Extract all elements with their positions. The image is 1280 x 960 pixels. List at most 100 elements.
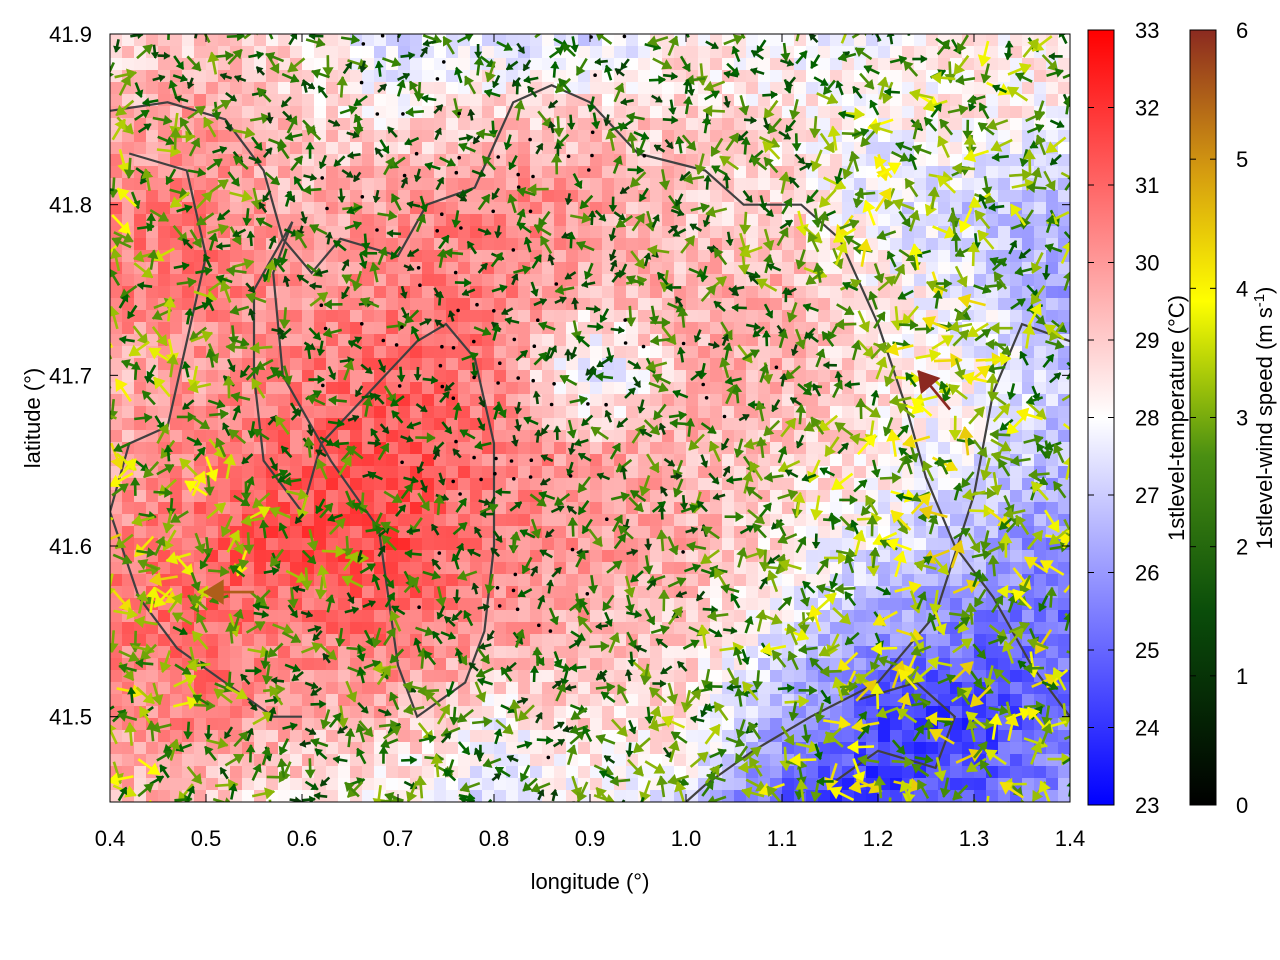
temperature-cell bbox=[770, 46, 783, 59]
temperature-cell bbox=[878, 502, 891, 515]
temperature-cell bbox=[650, 166, 663, 179]
temperature-cell bbox=[218, 706, 231, 719]
temperature-cell bbox=[974, 262, 987, 275]
temperature-cell bbox=[194, 514, 207, 527]
temperature-cell bbox=[230, 418, 243, 431]
temperature-cell bbox=[902, 166, 915, 179]
temperature-cell bbox=[830, 454, 843, 467]
temperature-cell bbox=[1046, 274, 1059, 287]
temperature-cell bbox=[122, 370, 135, 383]
temperature-cell bbox=[734, 454, 747, 467]
temperature-cell bbox=[470, 202, 483, 215]
temperature-cell bbox=[314, 238, 327, 251]
temperature-cell bbox=[974, 346, 987, 359]
temperature-cell bbox=[146, 286, 159, 299]
temperature-cell bbox=[842, 706, 855, 719]
temperature-cell bbox=[494, 514, 507, 527]
temperature-cell bbox=[506, 610, 519, 623]
temperature-cell bbox=[362, 334, 375, 347]
temperature-cell bbox=[830, 46, 843, 59]
temperature-cell bbox=[722, 310, 735, 323]
temperature-cell bbox=[650, 178, 663, 191]
temperature-cell bbox=[374, 202, 387, 215]
temperature-cell bbox=[1046, 190, 1059, 203]
temperature-cell bbox=[458, 730, 471, 743]
temperature-cell bbox=[302, 454, 315, 467]
temperature-cell bbox=[350, 190, 363, 203]
temperature-cell bbox=[326, 274, 339, 287]
temperature-cell bbox=[554, 178, 567, 191]
temperature-cell bbox=[374, 178, 387, 191]
temperature-cell bbox=[110, 202, 123, 215]
temperature-cell bbox=[146, 670, 159, 683]
temperature-cell bbox=[842, 754, 855, 767]
temperature-cell bbox=[410, 118, 423, 131]
temperature-cell bbox=[242, 58, 255, 71]
temperature-cell bbox=[590, 718, 603, 731]
temperature-cell bbox=[686, 298, 699, 311]
temperature-cell bbox=[974, 310, 987, 323]
temperature-cell bbox=[410, 178, 423, 191]
temperature-cell bbox=[434, 142, 447, 155]
temperature-cell bbox=[314, 178, 327, 191]
temperature-cell bbox=[698, 142, 711, 155]
temperature-cell bbox=[362, 202, 375, 215]
temperature-cell bbox=[158, 58, 171, 71]
temperature-cell bbox=[326, 382, 339, 395]
temperature-cell bbox=[230, 574, 243, 587]
temperature-cell bbox=[806, 370, 819, 383]
temperature-cell bbox=[230, 766, 243, 779]
temperature-cell bbox=[110, 670, 123, 683]
temperature-cell bbox=[602, 94, 615, 107]
temperature-cell bbox=[278, 610, 291, 623]
temperature-cell bbox=[134, 730, 147, 743]
temperature-cell bbox=[1010, 58, 1023, 71]
temperature-cell bbox=[926, 226, 939, 239]
temperature-cell bbox=[470, 106, 483, 119]
temperature-cell bbox=[758, 346, 771, 359]
temperature-cell bbox=[770, 694, 783, 707]
temperature-cell bbox=[386, 142, 399, 155]
temperature-cell bbox=[1046, 118, 1059, 131]
temperature-cell bbox=[278, 166, 291, 179]
temperature-cell bbox=[422, 238, 435, 251]
temperature-cell bbox=[806, 670, 819, 683]
temperature-cell bbox=[506, 286, 519, 299]
temperature-cell bbox=[470, 406, 483, 419]
temperature-cell bbox=[1010, 118, 1023, 131]
temperature-cell bbox=[722, 82, 735, 95]
temperature-cell bbox=[938, 238, 951, 251]
temperature-cell bbox=[146, 58, 159, 71]
temperature-cell bbox=[902, 358, 915, 371]
temperature-cell bbox=[1022, 442, 1035, 455]
temperature-cell bbox=[746, 562, 759, 575]
temperature-cell bbox=[638, 622, 651, 635]
temperature-cell bbox=[602, 382, 615, 395]
temperature-cell bbox=[854, 622, 867, 635]
temperature-cell bbox=[530, 118, 543, 131]
temperature-cell bbox=[686, 286, 699, 299]
temperature-cell bbox=[638, 370, 651, 383]
temperature-cell bbox=[422, 418, 435, 431]
temperature-cell bbox=[686, 730, 699, 743]
temperature-cell bbox=[902, 598, 915, 611]
temperature-cell bbox=[266, 34, 279, 47]
temperature-cell bbox=[998, 262, 1011, 275]
temperature-cell bbox=[1034, 214, 1047, 227]
temperature-cell bbox=[326, 34, 339, 47]
temperature-cell bbox=[194, 754, 207, 767]
temperature-cell bbox=[770, 178, 783, 191]
temperature-cell bbox=[242, 442, 255, 455]
temperature-cell bbox=[686, 586, 699, 599]
temperature-cell bbox=[170, 766, 183, 779]
temperature-cell bbox=[494, 46, 507, 59]
temperature-cell bbox=[1046, 742, 1059, 755]
temperature-cell bbox=[734, 394, 747, 407]
temperature-cell bbox=[326, 490, 339, 503]
temperature-cell bbox=[542, 34, 555, 47]
temperature-cell bbox=[350, 634, 363, 647]
temperature-cell bbox=[830, 298, 843, 311]
temperature-cell bbox=[422, 250, 435, 263]
temperature-cell bbox=[614, 346, 627, 359]
temperature-cell bbox=[110, 622, 123, 635]
